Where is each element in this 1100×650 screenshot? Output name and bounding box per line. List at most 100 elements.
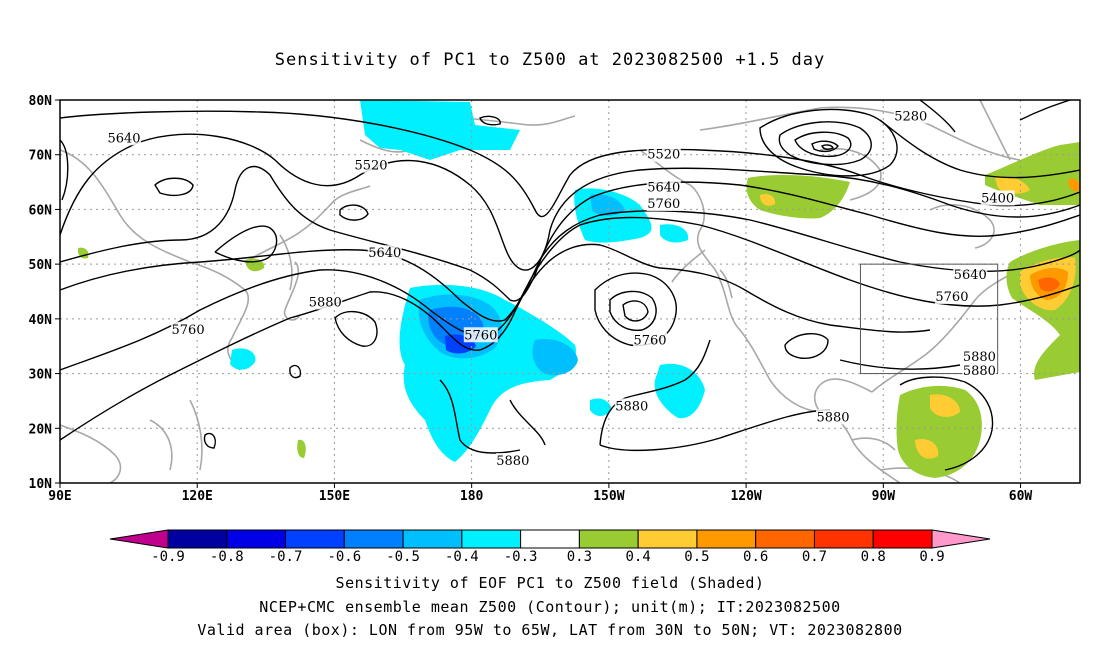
caption-shading: Sensitivity of EOF PC1 to Z500 field (Sh… bbox=[335, 574, 765, 592]
lon-label: 180 bbox=[460, 489, 484, 504]
lon-label: 120W bbox=[730, 489, 761, 504]
colorbar bbox=[109, 529, 991, 549]
z500-contours bbox=[60, 100, 1080, 471]
caption-contour: NCEP+CMC ensemble mean Z500 (Contour); u… bbox=[259, 598, 841, 616]
colorbar-label: 0.9 bbox=[919, 549, 944, 565]
contour-label: 5880 bbox=[816, 410, 849, 425]
contour-label-bg bbox=[646, 146, 681, 162]
contour-label: 5640 bbox=[107, 131, 140, 146]
colorbar-low-extend bbox=[109, 529, 169, 549]
contour-label: 5760 bbox=[464, 328, 497, 343]
contour-label-bg bbox=[614, 398, 649, 414]
colorbar-swatch bbox=[637, 529, 698, 549]
colorbar-label: -0.7 bbox=[269, 549, 303, 565]
colorbar-label: -0.3 bbox=[504, 549, 538, 565]
contour-label: 5400 bbox=[981, 191, 1014, 206]
contour-label-bg bbox=[308, 294, 343, 310]
valid-area-box bbox=[859, 263, 999, 375]
contour-label: 5280 bbox=[894, 109, 927, 124]
colorbar-labels: -0.9 -0.8 -0.7 -0.6 -0.5 -0.4 -0.3 0.3 0.4 0.5 0.6… bbox=[151, 549, 945, 565]
colorbar-swatch bbox=[578, 529, 639, 549]
lat-label: 70N bbox=[29, 149, 53, 164]
graticule bbox=[60, 100, 1080, 483]
contour-label-bg bbox=[962, 362, 997, 378]
contour-label: 5880 bbox=[615, 399, 648, 414]
lon-label: 150E bbox=[319, 489, 350, 504]
lat-label: 40N bbox=[29, 313, 53, 328]
contour-label: 5880 bbox=[309, 295, 342, 310]
colorbar-label: -0.9 bbox=[151, 549, 185, 565]
lat-label: 60N bbox=[29, 203, 53, 218]
positive-sensitivity-shading bbox=[77, 142, 1080, 478]
contour-label: 5760 bbox=[647, 197, 680, 212]
lon-label: 90W bbox=[872, 489, 896, 504]
colorbar-label: -0.8 bbox=[210, 549, 244, 565]
contour-label-bg bbox=[171, 321, 206, 337]
contour-label: 5760 bbox=[633, 334, 666, 349]
contour-label: 5880 bbox=[963, 364, 996, 379]
lat-label: 80N bbox=[29, 94, 53, 109]
colorbar-swatch bbox=[285, 529, 345, 549]
contour-label-bg bbox=[893, 108, 928, 124]
contour-label-bg bbox=[934, 288, 969, 304]
colorbar-high-extend bbox=[931, 529, 991, 549]
contour-label-bg bbox=[463, 327, 498, 343]
lon-label: 90E bbox=[48, 489, 71, 504]
contour-label-bg bbox=[953, 267, 988, 283]
contour-label: 5880 bbox=[963, 350, 996, 365]
contour-label-bg bbox=[633, 332, 668, 348]
map-title: Sensitivity of PC1 to Z500 at 2023082500… bbox=[274, 50, 826, 70]
contour-label-bg bbox=[354, 157, 389, 173]
caption-valid-area: Valid area (box): LON from 95W to 65W, L… bbox=[197, 621, 903, 639]
contour-label-bg bbox=[495, 453, 530, 469]
colorbar-swatch bbox=[872, 529, 933, 549]
colorbar-label: 0.6 bbox=[743, 549, 768, 565]
contour-label-bg bbox=[107, 130, 142, 146]
contour-label-bg bbox=[646, 179, 681, 195]
coastlines bbox=[60, 100, 1021, 483]
lon-label: 60W bbox=[1009, 489, 1033, 504]
colorbar-swatch bbox=[813, 529, 874, 549]
colorbar-label: 0.7 bbox=[802, 549, 827, 565]
colorbar-swatch bbox=[461, 529, 522, 549]
contour-label: 5640 bbox=[647, 181, 680, 196]
contour-label: 5640 bbox=[954, 268, 987, 283]
colorbar-label: 0.5 bbox=[684, 549, 709, 565]
map-frame bbox=[59, 99, 1081, 484]
contour-label-bg bbox=[367, 245, 402, 261]
colorbar-swatch bbox=[226, 529, 287, 549]
contour-label: 5640 bbox=[368, 246, 401, 261]
longitude-labels: 90E 120E 150E 180 150W 120W 90W 60W bbox=[48, 483, 1032, 504]
lat-label: 20N bbox=[29, 422, 53, 437]
contour-label-bg bbox=[816, 409, 851, 425]
colorbar-swatch bbox=[696, 529, 757, 549]
contour-label-bg bbox=[646, 195, 681, 211]
colorbar-swatch bbox=[343, 529, 404, 549]
contour-label: 5880 bbox=[496, 454, 529, 469]
colorbar-swatch bbox=[755, 529, 815, 549]
lon-label: 120E bbox=[182, 489, 213, 504]
colorbar-swatch bbox=[520, 529, 580, 549]
lat-label: 10N bbox=[29, 477, 53, 492]
colorbar-label: 0.3 bbox=[567, 549, 592, 565]
colorbar-swatch bbox=[167, 529, 228, 549]
contour-label: 5760 bbox=[172, 323, 205, 338]
colorbar-swatch bbox=[402, 529, 463, 549]
contour-label-bg bbox=[980, 190, 1015, 206]
colorbar-label: -0.4 bbox=[445, 549, 479, 565]
colorbar-label: 0.8 bbox=[861, 549, 886, 565]
lon-label: 150W bbox=[593, 489, 624, 504]
colorbar-label: 0.4 bbox=[626, 549, 651, 565]
contour-label: 5520 bbox=[354, 159, 387, 174]
colorbar-label: -0.5 bbox=[386, 549, 420, 565]
lat-label: 50N bbox=[29, 258, 53, 273]
colorbar-label: -0.6 bbox=[327, 549, 361, 565]
lat-label: 30N bbox=[29, 368, 53, 383]
latitude-labels: 80N 70N 60N 50N 40N 30N 20N 10N bbox=[29, 94, 60, 492]
contour-label: 5760 bbox=[935, 290, 968, 305]
contour-label-bg bbox=[962, 349, 997, 365]
contour-label: 5520 bbox=[647, 148, 680, 163]
